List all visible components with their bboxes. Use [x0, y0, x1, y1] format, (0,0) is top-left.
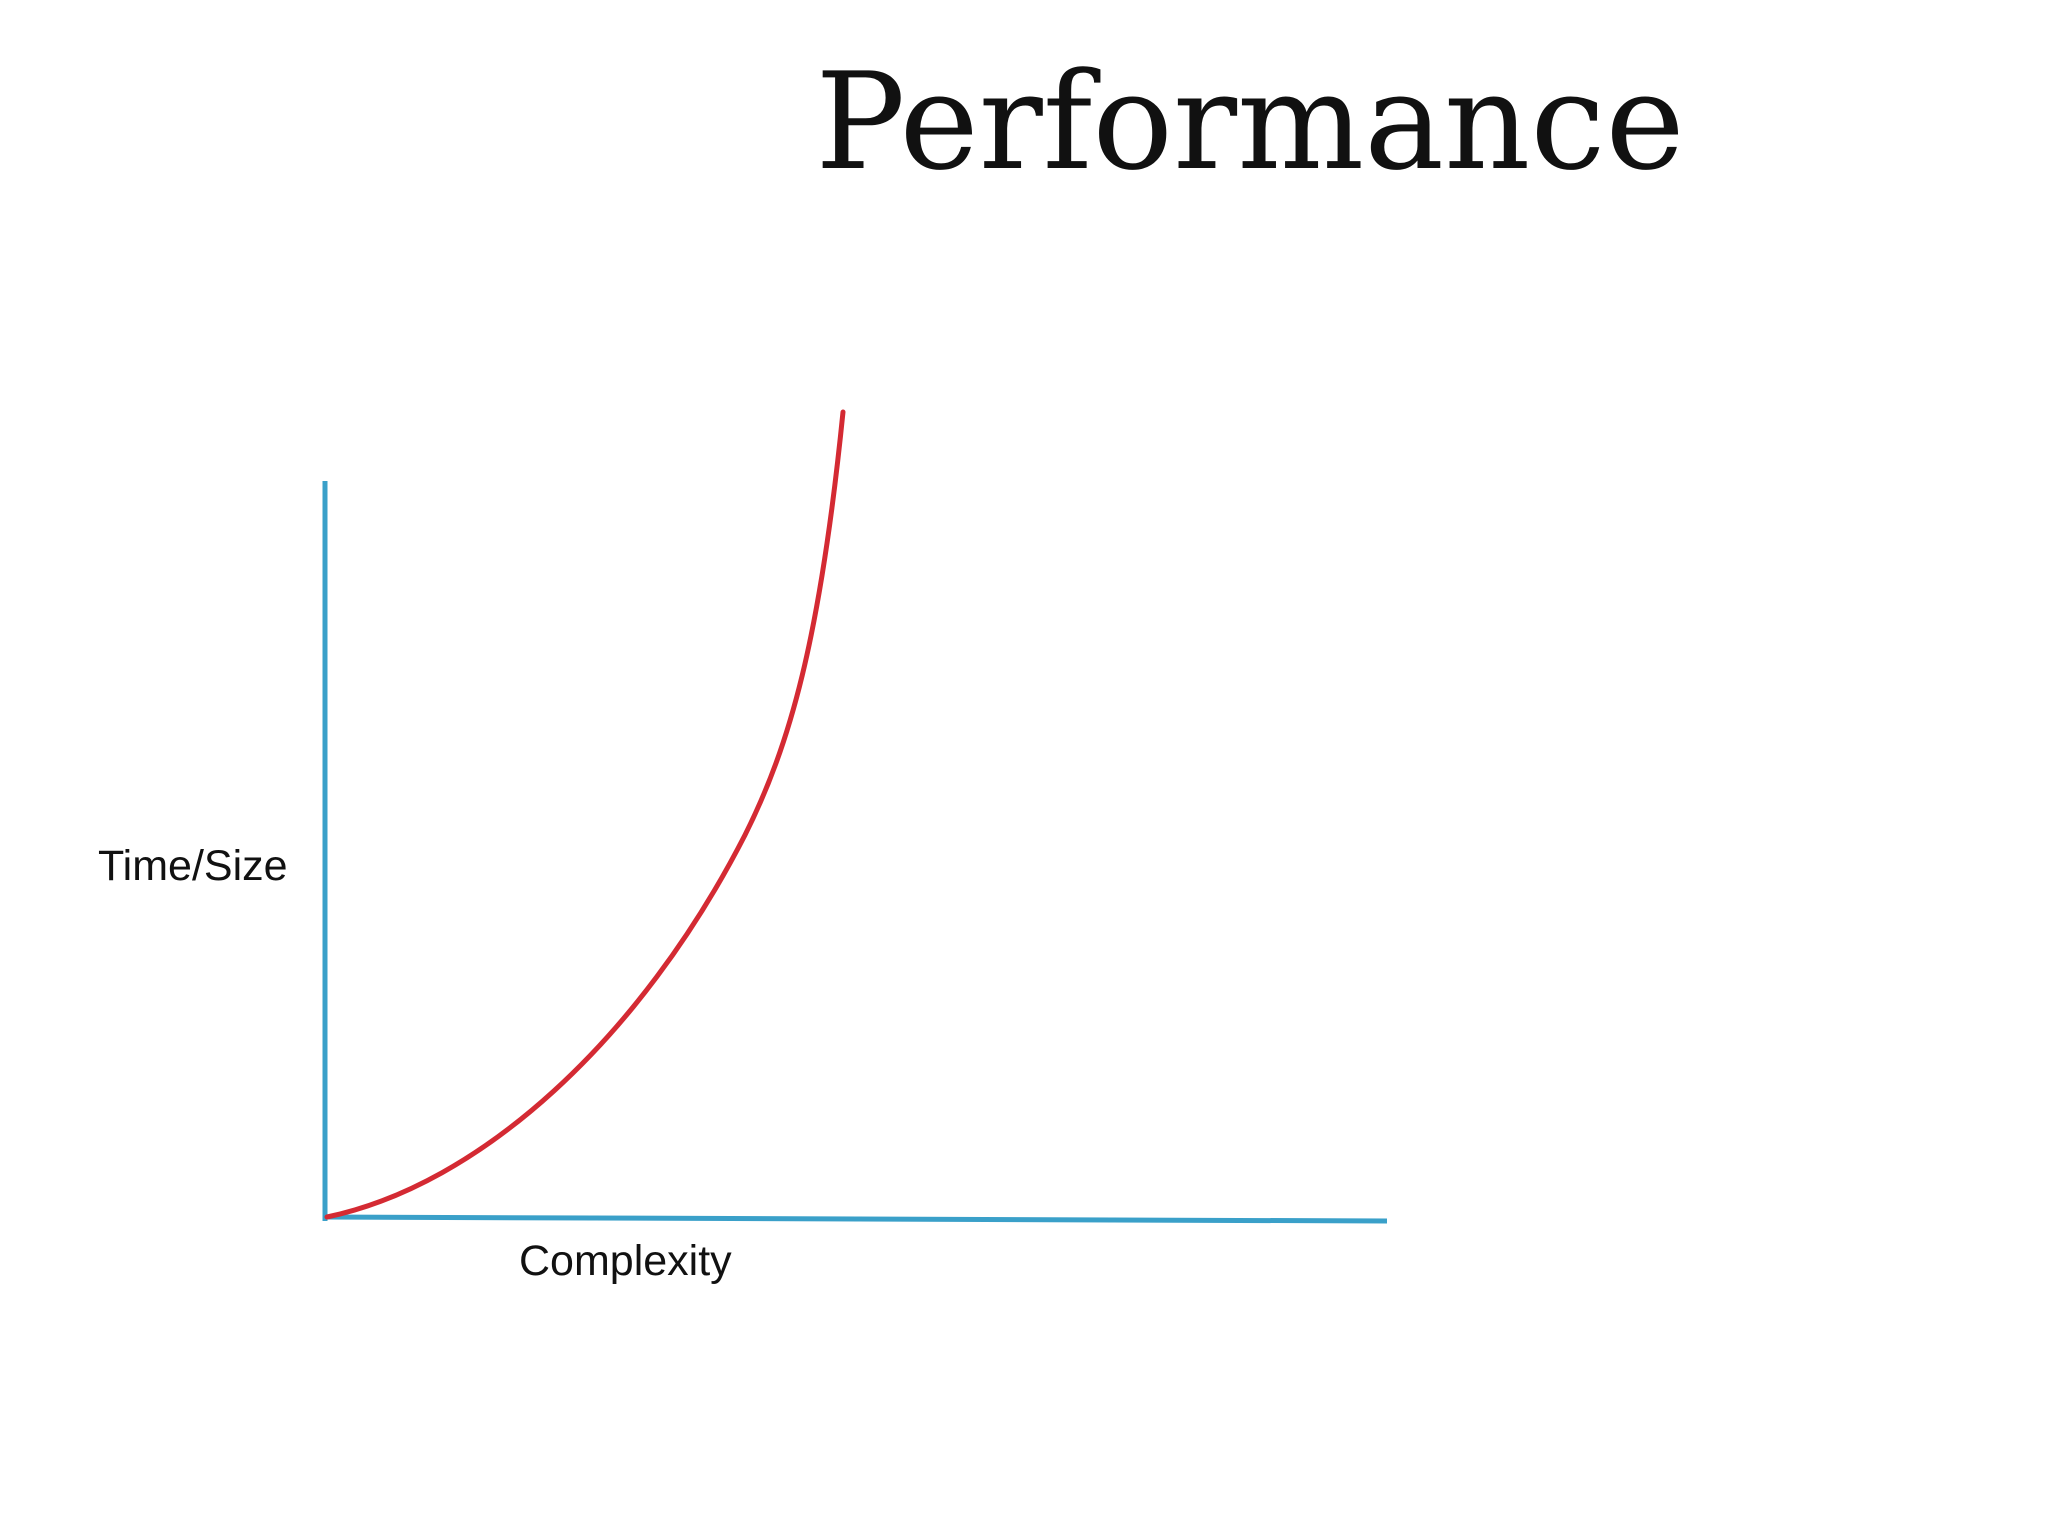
growth-curve [324, 409, 846, 1220]
y-axis-label: Time/Size [98, 842, 288, 890]
slide-title: Performance [815, 44, 1685, 200]
x-axis-line [322, 1214, 1388, 1224]
x-axis-label: Complexity [519, 1237, 732, 1285]
